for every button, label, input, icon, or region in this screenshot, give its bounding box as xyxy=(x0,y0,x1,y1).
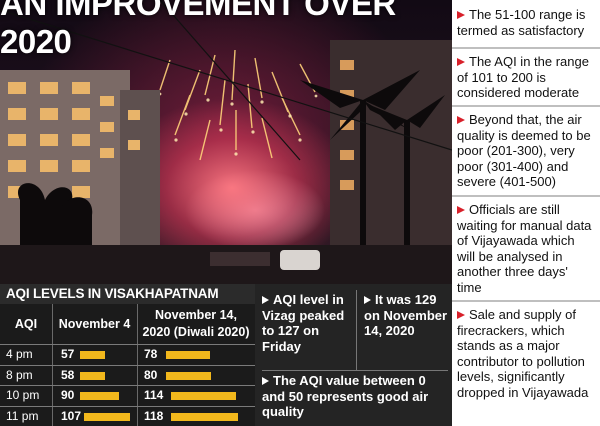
info-divider xyxy=(356,290,357,370)
header-november-14-line1: November 14, xyxy=(155,308,237,322)
value-november-4: 58 xyxy=(61,367,75,382)
arrow-icon xyxy=(364,296,371,304)
bar-november-4 xyxy=(80,371,106,380)
header-november-14-line2: 2020 (Diwali 2020) xyxy=(142,325,250,339)
bullet-moderate: The AQI in the range of 101 to 200 is co… xyxy=(452,47,600,101)
table-row: 4 pm 57 78 xyxy=(0,344,255,364)
bar-november-4 xyxy=(80,392,119,400)
value-november-4: 57 xyxy=(61,347,75,361)
bullet-column: The 51-100 range is termed as satisfacto… xyxy=(452,0,600,426)
info-panel xyxy=(255,284,452,426)
bullet-firecrackers: Sale and supply of firecrackers, which s… xyxy=(452,300,600,400)
bar-november-4 xyxy=(80,351,105,359)
arrow-icon xyxy=(262,377,269,385)
arrow-icon xyxy=(457,58,465,66)
info-good-range: The AQI value between 0 and 50 represent… xyxy=(262,373,429,419)
row-time: 11 pm xyxy=(6,408,39,423)
table-title: AQI LEVELS IN VISAKHAPATNAM xyxy=(0,284,255,304)
bullet-officials: Officials are still waiting for manual d… xyxy=(452,195,600,295)
aqi-table xyxy=(0,284,255,426)
headline: AN IMPROVEMENT OVER 2020 xyxy=(0,0,396,60)
arrow-icon xyxy=(457,311,465,319)
bullet-poor-severe: Beyond that, the air quality is deemed t… xyxy=(452,105,600,190)
value-november-14: 118 xyxy=(144,408,164,423)
bullet-satisfactory: The 51-100 range is termed as satisfacto… xyxy=(457,7,586,38)
info-divider xyxy=(262,370,448,371)
value-november-14: 80 xyxy=(144,367,158,382)
value-november-4: 90 xyxy=(61,388,75,402)
header-november-14: November 14, 2020 (Diwali 2020) xyxy=(137,304,255,344)
table-row: 11 pm 107 118 xyxy=(0,405,255,426)
arrow-icon xyxy=(457,206,465,214)
bar-november-14 xyxy=(166,351,211,359)
row-time: 8 pm xyxy=(6,367,33,382)
row-time: 4 pm xyxy=(6,347,33,361)
row-time: 10 pm xyxy=(6,388,40,402)
info-was-129: It was 129 on November 14, 2020 xyxy=(364,292,448,338)
value-november-4: 107 xyxy=(61,408,82,423)
arrow-icon xyxy=(457,11,465,19)
info-vizag-peak: AQI level in Vizag peaked to 127 on Frid… xyxy=(262,292,345,354)
table-row: 10 pm 90 114 xyxy=(0,385,255,405)
header-aqi: AQI xyxy=(14,317,38,331)
bar-november-14 xyxy=(171,392,236,400)
value-november-14: 114 xyxy=(144,388,164,402)
fireworks-scene xyxy=(0,40,452,270)
table-row: 8 pm 58 80 xyxy=(0,364,255,385)
header-november-4: November 4 xyxy=(58,317,131,331)
arrow-icon xyxy=(262,296,269,304)
bar-november-14 xyxy=(171,412,238,421)
value-november-14: 78 xyxy=(144,347,158,361)
arrow-icon xyxy=(457,116,465,124)
fireworks-photo: AN IMPROVEMENT OVER 2020 xyxy=(0,0,452,284)
bar-november-14 xyxy=(166,371,212,380)
bar-november-4 xyxy=(84,412,131,421)
